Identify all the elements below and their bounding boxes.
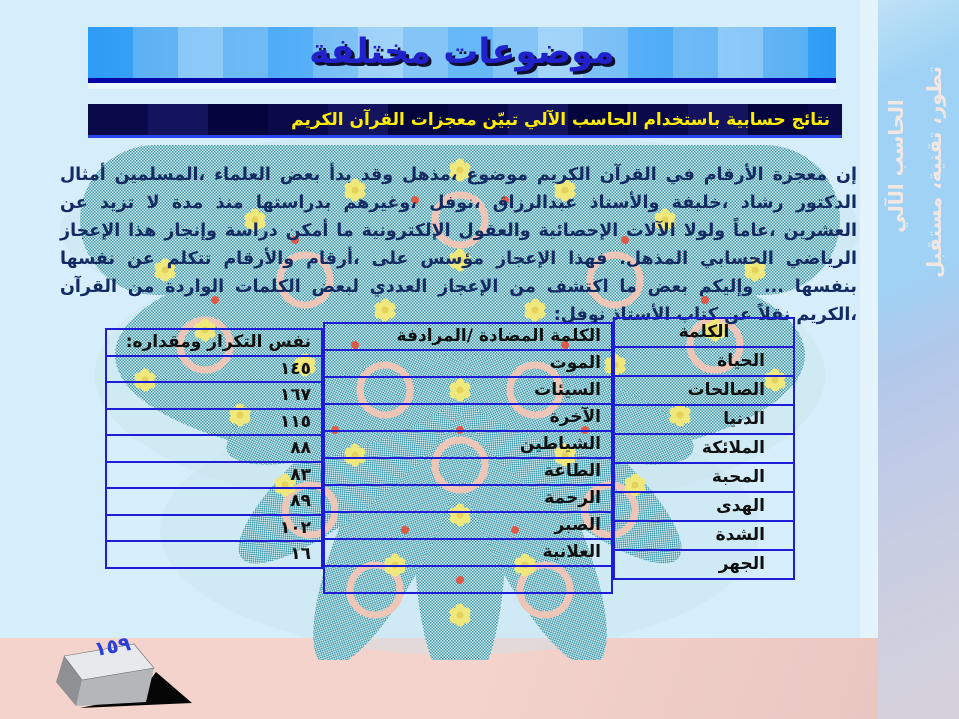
body-paragraph: إن معجزة الأرقام في القرآن الكريم موضوع … bbox=[60, 165, 857, 325]
table-cell-count: ٨٩ bbox=[105, 487, 323, 516]
table-cell-count: ٨٣ bbox=[105, 460, 323, 489]
sidebar-caption-computer: الحاسب الآلي bbox=[884, 99, 908, 233]
table-cell-word: الهدى bbox=[613, 491, 795, 522]
table-cell-antonym: الشياطين bbox=[323, 430, 613, 459]
table-cell-count: ١٦٧ bbox=[105, 381, 323, 410]
table-header-count: نفس التكرار ومقداره: bbox=[105, 328, 323, 357]
table-cell-count: ١١٥ bbox=[105, 407, 323, 436]
table-cell-word: الشدة bbox=[613, 520, 795, 551]
table-cell-count: ٨٨ bbox=[105, 434, 323, 463]
table-cell-word: الملائكة bbox=[613, 433, 795, 464]
table-cell-word: الحياة bbox=[613, 346, 795, 377]
table-cell-count: ١٤٥ bbox=[105, 354, 323, 383]
table-cell-antonym: الموت bbox=[323, 349, 613, 378]
right-edge-strip bbox=[860, 0, 878, 638]
table-cell-count: ١٦ bbox=[105, 540, 323, 569]
arabesque-pattern bbox=[60, 130, 860, 660]
keycap-icon bbox=[56, 643, 192, 708]
subtitle-text: نتائج حسابية باستخدام الحاسب الآلي تبيّن… bbox=[291, 110, 830, 130]
page-title: موضوعات مختلفة bbox=[309, 32, 615, 72]
table-column-word: الكلمة الحياة الصالحات الدنيا الملائكة ا… bbox=[613, 317, 795, 580]
sidebar-caption-slogan: تطور، تقنية، مستقبل bbox=[922, 66, 946, 278]
table-header-word: الكلمة bbox=[613, 317, 795, 348]
table-cell-antonym: السيئات bbox=[323, 376, 613, 405]
subtitle-bar: نتائج حسابية باستخدام الحاسب الآلي تبيّن… bbox=[88, 104, 842, 138]
table-cell-word: الدنيا bbox=[613, 404, 795, 435]
table-column-count: نفس التكرار ومقداره: ١٤٥ ١٦٧ ١١٥ ٨٨ ٨٣ ٨… bbox=[105, 328, 323, 569]
table-cell-antonym: الآخرة bbox=[323, 403, 613, 432]
table-cell-count: ١٠٢ bbox=[105, 513, 323, 542]
table-cell-antonym: الرحمة bbox=[323, 484, 613, 513]
table-cell-word: المحبة bbox=[613, 462, 795, 493]
table-cell-word: الجهر bbox=[613, 549, 795, 580]
table-cell-antonym: الطاعة bbox=[323, 457, 613, 486]
table-column-antonym: الكلمة المضادة /المرادفة الموت السيئات ا… bbox=[323, 322, 613, 594]
table-header-antonym: الكلمة المضادة /المرادفة bbox=[323, 322, 613, 351]
table-cell-word: الصالحات bbox=[613, 375, 795, 406]
sidebar: الحاسب الآلي تطور، تقنية، مستقبل bbox=[878, 0, 959, 719]
table-cell-antonym: الصبر bbox=[323, 511, 613, 540]
title-bar: موضوعات مختلفة bbox=[88, 27, 836, 83]
table-cell-antonym: العلانية bbox=[323, 538, 613, 567]
table-cell-empty bbox=[323, 565, 613, 594]
